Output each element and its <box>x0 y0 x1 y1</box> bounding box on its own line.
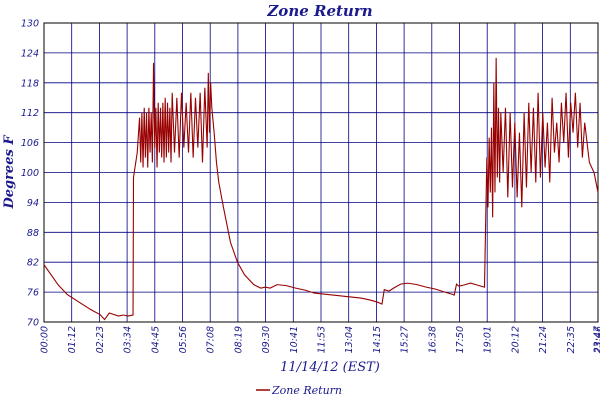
x-tick-label: 23:46 <box>594 326 600 353</box>
x-tick-label: 02:23 <box>95 326 106 353</box>
y-tick-label: 124 <box>21 48 39 59</box>
x-tick-label: 01:12 <box>67 326 78 353</box>
x-tick-label: 14:15 <box>372 326 383 353</box>
x-tick-label: 16:38 <box>427 326 438 353</box>
x-tick-label: 17:50 <box>455 326 466 353</box>
y-tick-label: 100 <box>21 168 39 179</box>
x-tick-label: 03:34 <box>123 326 134 353</box>
x-tick-label: 23:47 <box>593 326 600 353</box>
y-tick-label: 130 <box>21 19 39 30</box>
grid <box>44 23 599 322</box>
x-tick-label: 22:35 <box>566 326 577 353</box>
y-tick-label: 76 <box>27 288 39 299</box>
x-tick-label: 08:19 <box>233 326 244 353</box>
x-tick-label: 07:08 <box>206 326 217 353</box>
x-tick-label: 05:56 <box>178 326 189 353</box>
x-tick-label: 21:24 <box>538 326 549 353</box>
y-axis-ticks: 70 76 82 88 94 100 106 112 118 124 130 <box>21 19 39 329</box>
plot-frame <box>43 22 599 323</box>
x-tick-label: 10:41 <box>289 326 300 353</box>
legend: Zone Return <box>256 384 342 397</box>
y-tick-label: 94 <box>27 198 39 209</box>
y-tick-label: 112 <box>21 108 39 119</box>
chart-title: Zone Return <box>266 2 372 20</box>
y-tick-label: 106 <box>21 138 39 149</box>
x-tick-label: 11:53 <box>317 326 328 353</box>
x-tick-label: 19:01 <box>483 326 494 353</box>
x-tick-label: 04:45 <box>150 326 161 353</box>
y-tick-label: 118 <box>21 78 39 89</box>
series-line-zone-return <box>43 57 599 321</box>
x-axis-ticks: 00:00 01:12 02:23 03:34 04:45 05:56 07:08 08:19… <box>40 326 600 353</box>
x-tick-label: 09:30 <box>261 326 272 353</box>
legend-label-zone-return: Zone Return <box>271 384 342 397</box>
x-tick-label: 20:12 <box>510 326 521 353</box>
y-tick-label: 82 <box>27 258 39 269</box>
y-axis-label: Degrees F <box>2 135 17 210</box>
x-tick-label: 00:00 <box>40 326 51 353</box>
y-tick-label: 70 <box>27 318 39 329</box>
x-tick-label: 13:04 <box>344 326 355 353</box>
y-tick-label: 88 <box>27 228 39 239</box>
x-axis-label: 11/14/12 (EST) <box>280 360 380 375</box>
x-tick-label: 15:27 <box>400 326 411 353</box>
